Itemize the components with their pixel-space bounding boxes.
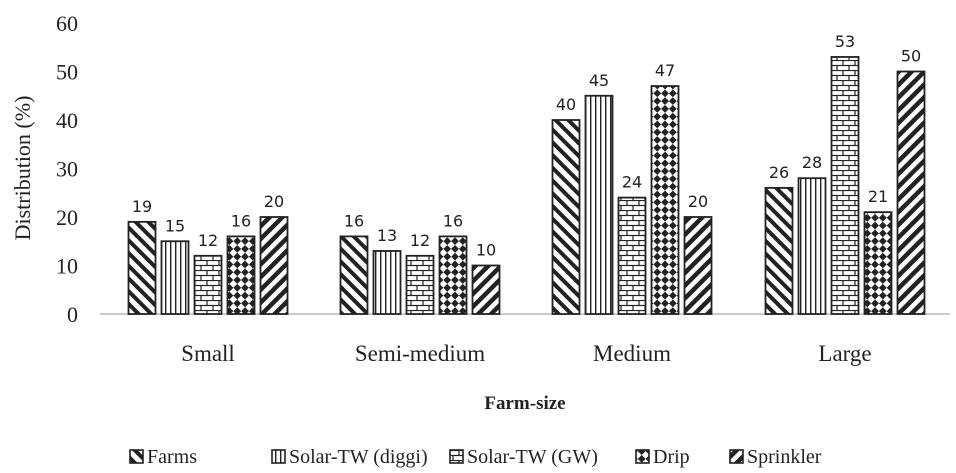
bar-large-sprinkler (896, 70, 926, 315)
data-label: 21 (868, 187, 888, 206)
bar-medium-solar-tw-diggi (584, 94, 614, 315)
bar-small-farms (127, 220, 157, 315)
y-tick-label: 30 (56, 157, 78, 182)
data-label: 50 (901, 47, 921, 66)
data-label: 20 (264, 192, 284, 211)
y-tick-label: 10 (56, 254, 78, 279)
legend-label: Drip (653, 446, 690, 468)
data-label: 45 (589, 71, 609, 90)
legend-label: Solar-TW (GW) (467, 446, 598, 468)
y-tick-label: 0 (67, 302, 78, 327)
bar-small-sprinkler (259, 216, 289, 315)
legend-swatch (449, 449, 464, 464)
legend-swatch (271, 449, 286, 464)
category-label: Small (181, 341, 235, 366)
bar-semi-medium-solar-tw-diggi (372, 250, 402, 315)
x-axis-title: Farm-size (484, 393, 565, 414)
bar-semi-medium-solar-tw-gw (405, 254, 435, 315)
bar-large-solar-tw-diggi (797, 177, 827, 315)
bar-medium-sprinkler (683, 216, 713, 315)
category-label: Large (818, 341, 871, 366)
category-label: Semi-medium (355, 341, 485, 366)
legend-label: Solar-TW (diggi) (289, 446, 428, 468)
bar-large-drip (863, 211, 893, 315)
y-tick-label: 40 (56, 108, 78, 133)
legend-item: Drip (635, 446, 690, 468)
bar-medium-drip (650, 85, 680, 315)
y-axis-title: Distribution (%) (10, 96, 35, 241)
bar-medium-solar-tw-gw (617, 196, 647, 315)
legend-item: Sprinkler (729, 446, 822, 468)
legend-swatch (129, 449, 144, 464)
data-label: 12 (198, 231, 218, 250)
bar-semi-medium-sprinkler (471, 264, 501, 315)
data-label: 28 (802, 153, 822, 172)
bar-semi-medium-drip (438, 235, 468, 315)
data-label: 10 (476, 241, 496, 260)
data-label: 40 (556, 95, 576, 114)
bar-medium-farms (551, 119, 581, 315)
bar-small-solar-tw-diggi (160, 240, 190, 315)
bar-small-drip (226, 235, 256, 315)
y-tick-label: 60 (56, 11, 78, 36)
legend-item: Solar-TW (GW) (449, 446, 598, 468)
y-tick-label: 20 (56, 205, 78, 230)
data-label: 24 (622, 173, 642, 192)
data-label: 12 (410, 231, 430, 250)
data-label: 16 (344, 211, 364, 230)
data-label: 19 (132, 197, 152, 216)
legend-label: Sprinkler (747, 446, 822, 468)
legend-item: Farms (129, 446, 197, 468)
legend-label: Farms (147, 446, 197, 468)
bar-small-solar-tw-gw (193, 254, 223, 315)
data-label: 53 (835, 32, 855, 51)
data-label: 16 (231, 211, 251, 230)
legend-swatch (729, 449, 744, 464)
bar-large-farms (764, 186, 794, 315)
bar-large-solar-tw-gw (830, 56, 860, 315)
legend-swatch (635, 449, 650, 464)
data-label: 13 (377, 226, 397, 245)
y-tick-label: 50 (56, 60, 78, 85)
data-label: 47 (655, 61, 675, 80)
data-label: 15 (165, 216, 185, 235)
legend-item: Solar-TW (diggi) (271, 446, 428, 468)
bars (127, 56, 926, 315)
legend: Farms Solar-TW (diggi) Solar-TW (GW) Drip Sp… (129, 446, 822, 468)
category-label: Medium (593, 341, 671, 366)
data-label: 26 (769, 163, 789, 182)
bar-semi-medium-farms (339, 235, 369, 315)
category-labels: Small Semi-medium Medium Large (181, 341, 871, 366)
data-labels: 19 15 12 16 20 16 13 12 16 10 40 45 24 47 20 26 28 53 21 50 (132, 32, 921, 260)
data-label: 20 (688, 192, 708, 211)
y-axis-ticks: 0 10 20 30 40 50 60 (56, 11, 78, 327)
data-label: 16 (443, 211, 463, 230)
